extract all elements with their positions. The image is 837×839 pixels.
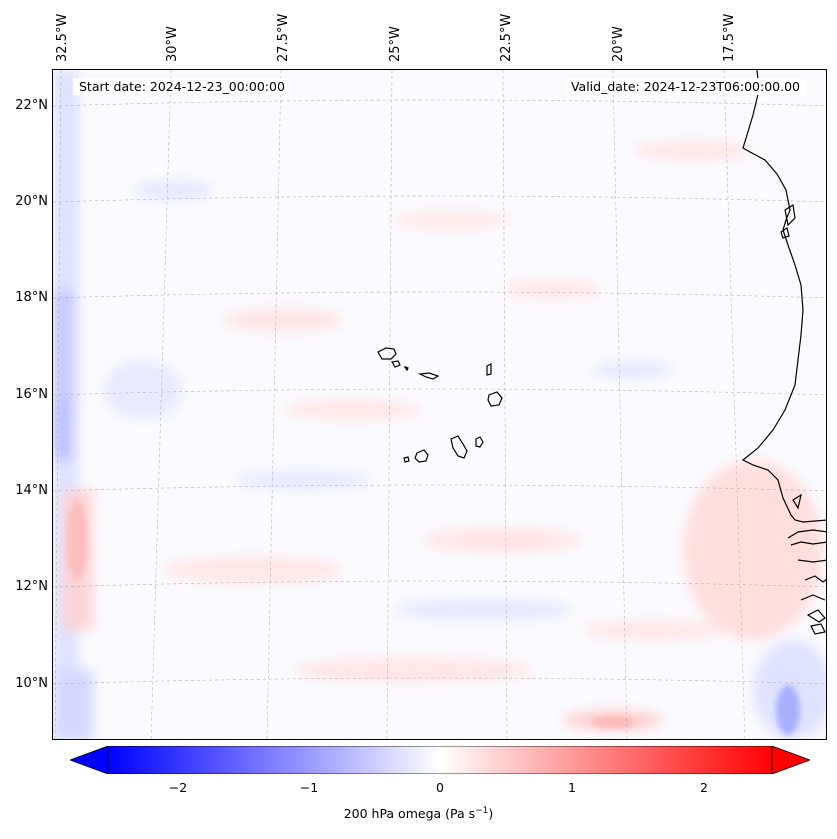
valid-date-label: Valid_date: 2024-12-23T06:00:00.00 [564,78,806,95]
lon-label-22-5w: 22.5°W [499,13,514,62]
colorbar-extend-max [771,746,810,774]
lat-label-12n: 12°N [15,579,48,594]
island-boa-vista [487,391,503,407]
colorbar-body [107,746,773,774]
island-santiago [450,435,468,459]
lat-label-14n: 14°N [15,483,48,498]
lat-label-10n: 10°N [15,676,48,691]
start-date-label: Start date: 2024-12-23_00:00:00 [73,78,291,95]
graticule-grid [53,70,826,739]
colorbar-label-exponent: −1 [475,806,489,816]
island-sao-nicolau [417,372,440,380]
colorbar-label-prefix: 200 hPa omega (Pa s [343,806,476,822]
colorbar-tick-1: 1 [568,780,576,795]
lat-label-22n: 22°N [15,98,48,113]
island-brava [403,456,410,463]
lat-label-20n: 20°N [15,194,48,209]
lon-label-27-5w: 27.5°W [276,13,291,62]
island-fogo [414,449,429,463]
island-santo-antao [377,347,397,360]
island-maio [475,436,484,448]
lon-label-32-5w: 32.5°W [55,13,70,62]
island-sao-vicente [391,360,401,368]
colorbar-tick-0: 0 [436,780,444,795]
west-africa-coastline [741,70,826,635]
cape-verde-islands [377,347,503,463]
colorbar-label: 200 hPa omega (Pa s−1) [0,806,837,821]
map-panel[interactable]: Start date: 2024-12-23_00:00:00 Valid_da… [52,69,827,740]
colorbar-tick-neg2: −2 [168,780,188,795]
lon-label-17-5w: 17.5°W [722,13,737,62]
lat-label-16n: 16°N [15,387,48,402]
lon-label-20w: 20°W [611,26,626,62]
lon-label-25w: 25°W [388,26,403,62]
lon-label-30w: 30°W [165,26,180,62]
colorbar-label-suffix: ) [488,806,494,822]
island-sal [486,363,492,376]
colorbar-extend-min [70,746,109,774]
omega-field-patches [53,70,826,739]
lat-label-18n: 18°N [15,290,48,305]
colorbar-tick-neg1: −1 [299,780,319,795]
island-santa-luzia [403,365,409,372]
colorbar-tick-2: 2 [700,780,708,795]
omega-field-map [53,70,826,739]
omega-colorbar [70,746,810,774]
